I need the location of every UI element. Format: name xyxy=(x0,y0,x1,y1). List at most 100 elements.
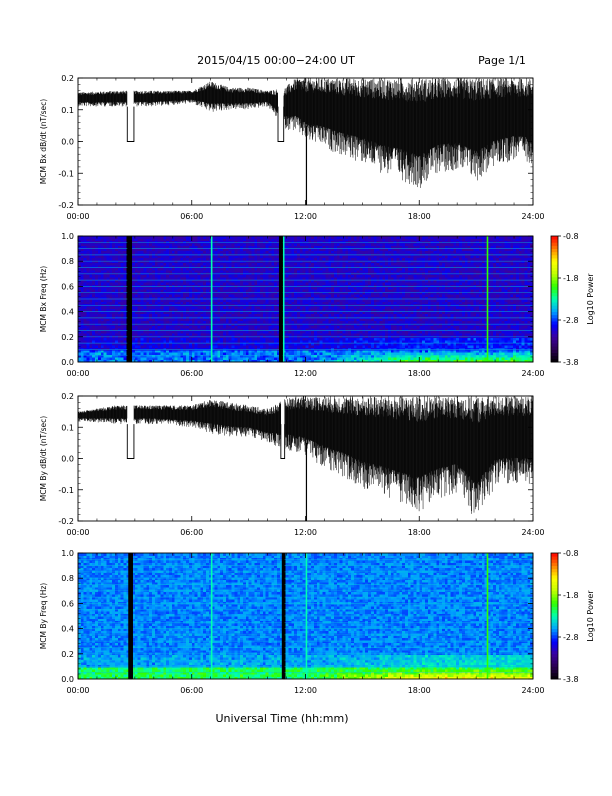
spectrogram-cell xyxy=(104,318,107,321)
spectrogram-cell xyxy=(320,253,323,256)
spectrogram-cell xyxy=(163,258,166,261)
spectrogram-cell xyxy=(189,289,192,292)
spectrogram-cell xyxy=(118,258,121,261)
spectrogram-cell xyxy=(294,323,297,326)
spectrogram-cell xyxy=(306,299,309,302)
spectrogram-cell xyxy=(104,246,107,249)
spectrogram-cell xyxy=(169,243,172,246)
spectrogram-cell xyxy=(240,306,243,309)
spectrogram-cell xyxy=(84,284,87,287)
spectrogram-cell xyxy=(197,243,200,246)
spectrogram-cell xyxy=(166,255,169,258)
spectrogram-cell xyxy=(92,340,95,343)
spectrogram-cell xyxy=(240,309,243,312)
spectrogram-cell xyxy=(334,299,337,302)
spectrogram-cell xyxy=(226,350,229,353)
spectrogram-cell xyxy=(112,258,115,261)
spectrogram-cell xyxy=(98,253,101,256)
spectrogram-cell xyxy=(257,270,260,273)
spectrogram-cell xyxy=(169,260,172,263)
spectrogram-cell xyxy=(311,318,314,321)
spectrogram-cell xyxy=(254,350,257,353)
spectrogram-cell xyxy=(95,294,98,297)
spectrogram-cell xyxy=(121,258,124,261)
spectrogram-cell xyxy=(229,321,232,324)
spectrogram-cell xyxy=(152,340,155,343)
spectrogram-cell xyxy=(158,251,161,254)
spectrogram-cell xyxy=(217,243,220,246)
spectrogram-cell xyxy=(101,253,104,256)
spectrogram-cell xyxy=(195,331,198,334)
spectrogram-cell xyxy=(232,347,235,350)
spectrogram-cell xyxy=(220,309,223,312)
spectrogram-cell xyxy=(317,323,320,326)
spectrogram-cell xyxy=(146,270,149,273)
spectrogram-cell xyxy=(178,289,181,292)
data-gap-trace xyxy=(127,107,134,142)
spectrogram-cell xyxy=(186,326,189,329)
spectrogram-cell xyxy=(95,309,98,312)
spectrogram-cell xyxy=(192,306,195,309)
spectrogram-cell xyxy=(251,306,254,309)
spectrogram-cell xyxy=(271,355,274,358)
spectrogram-cell xyxy=(240,299,243,302)
spectrogram-cell xyxy=(251,321,254,324)
spectrogram-cell xyxy=(101,316,104,319)
spectrogram-cell xyxy=(95,289,98,292)
spectrogram-cell xyxy=(109,350,112,353)
spectrogram-cell xyxy=(308,260,311,263)
spectrogram-cell xyxy=(254,277,257,280)
spectrogram-cell xyxy=(78,284,81,287)
spectrogram-cell xyxy=(149,287,152,290)
spectrogram-cell xyxy=(172,309,175,312)
spectrogram-cell xyxy=(146,294,149,297)
spectrogram-cell xyxy=(203,333,206,336)
spectrogram-cell xyxy=(286,251,289,254)
spectrogram-cell xyxy=(271,258,274,261)
spectrogram-cell xyxy=(149,255,152,258)
spectrogram-cell xyxy=(132,301,135,304)
spectrogram-cell xyxy=(141,238,144,241)
spectrogram-cell xyxy=(300,323,303,326)
spectrogram-cell xyxy=(246,301,249,304)
spectrogram-cell xyxy=(166,251,169,254)
spectrogram-cell xyxy=(215,282,218,285)
spectrogram-cell xyxy=(257,277,260,280)
spectrogram-cell xyxy=(274,253,277,256)
spectrogram-cell xyxy=(101,289,104,292)
spectrogram-cell xyxy=(317,277,320,280)
spectrogram-cell xyxy=(232,251,235,254)
spectrogram-cell xyxy=(274,292,277,295)
spectrogram-cell xyxy=(340,306,343,309)
spectrogram-cell xyxy=(200,282,203,285)
spectrogram-cell xyxy=(95,355,98,358)
spectrogram-cell xyxy=(323,321,326,324)
spectrogram-cell xyxy=(101,268,104,271)
spectrogram-cell xyxy=(143,253,146,256)
spectrogram-cell xyxy=(186,246,189,249)
spectrogram-cell xyxy=(78,326,81,329)
spectrogram-cell xyxy=(132,350,135,353)
spectrogram-cell xyxy=(337,301,340,304)
spectrogram-cell xyxy=(163,338,166,341)
spectrogram-cell xyxy=(334,309,337,312)
spectrogram-cell xyxy=(92,345,95,348)
spectrogram-cell xyxy=(334,238,337,241)
spectrogram-cell xyxy=(334,357,337,360)
spectrogram-cell xyxy=(291,331,294,334)
spectrogram-cell xyxy=(109,292,112,295)
spectrogram-cell xyxy=(115,338,118,341)
spectrogram-cell xyxy=(203,251,206,254)
spectrogram-cell xyxy=(340,314,343,317)
spectrogram-cell xyxy=(263,345,266,348)
spectrogram-cell xyxy=(178,338,181,341)
spectrogram-cell xyxy=(152,299,155,302)
spectrogram-cell xyxy=(226,357,229,360)
spectrogram-cell xyxy=(303,243,306,246)
spectrogram-cell xyxy=(101,321,104,324)
spectrogram-cell xyxy=(163,253,166,256)
spectrogram-cell xyxy=(266,326,269,329)
spectrogram-cell xyxy=(152,287,155,290)
spectrogram-cell xyxy=(112,282,115,285)
spectrogram-cell xyxy=(124,316,127,319)
